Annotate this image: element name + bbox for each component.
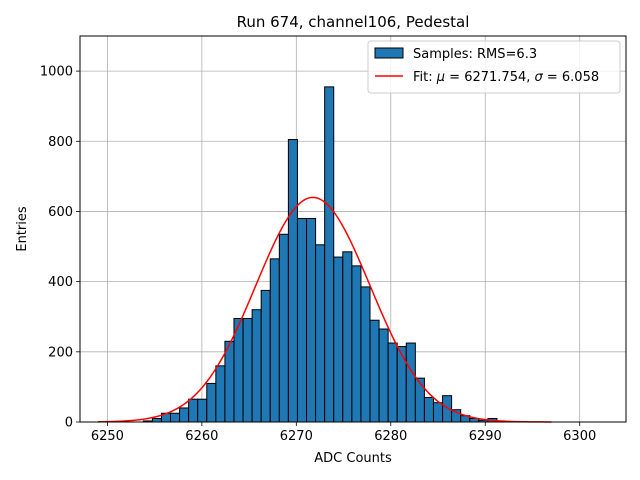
legend-fit-mu-symbol: μ (436, 70, 445, 85)
y-tick-label: 800 (48, 135, 73, 150)
y-tick-label: 200 (48, 345, 73, 360)
legend-box (367, 40, 621, 94)
fit-curve (97, 196, 552, 423)
histogram-bar (296, 217, 308, 423)
histogram-bar (333, 256, 344, 423)
legend-samples-label: Samples: RMS=6.3 (413, 47, 537, 62)
histogram-bar (242, 317, 253, 423)
histogram-bar (188, 398, 199, 423)
plot-frame (79, 35, 627, 423)
histogram-bar (315, 244, 326, 423)
x-axis-label: ADC Counts (314, 451, 392, 466)
y-tick-label: 600 (48, 205, 73, 220)
legend-fit-mu-value: = 6271.754, (445, 70, 534, 85)
histogram-bar (287, 139, 298, 423)
y-tick-label: 400 (48, 275, 73, 290)
legend-fit-sigma-symbol: σ (535, 70, 544, 85)
histogram-bar (378, 328, 389, 423)
histogram-bar (405, 342, 416, 423)
histogram-bar (306, 217, 317, 423)
x-tick-label: 6290 (469, 429, 502, 444)
y-axis-label: Entries (15, 206, 30, 252)
histogram-bar (206, 382, 217, 423)
chart-title: Run 674, channel106, Pedestal (237, 13, 470, 31)
histogram-bar (396, 346, 407, 423)
histogram-bar (260, 289, 271, 423)
histogram-bar (387, 342, 398, 423)
legend-fit-sigma-value: = 6.058 (543, 70, 599, 85)
histogram-bar (197, 398, 208, 423)
x-tick-label: 6250 (91, 429, 124, 444)
histogram-bar (432, 402, 444, 423)
y-tick-label: 1000 (40, 65, 73, 80)
legend-fit-label: Fit: μ = 6271.754, σ = 6.058 (413, 70, 599, 85)
x-tick-label: 6270 (280, 429, 313, 444)
histogram-bar (215, 365, 226, 423)
histogram-bar (224, 340, 235, 423)
x-tick-label: 6280 (374, 429, 407, 444)
legend-samples-swatch (374, 47, 404, 59)
histogram-bar (170, 412, 181, 423)
legend: Samples: RMS=6.3 Fit: μ = 6271.754, σ = … (367, 40, 621, 94)
legend-fit-prefix: Fit: (413, 70, 437, 85)
histogram-bar (351, 265, 362, 423)
histogram-bar (151, 417, 162, 423)
histogram-bars (142, 86, 498, 423)
histogram-bar (360, 286, 371, 423)
histogram-bar (423, 396, 434, 423)
histogram-bar (342, 251, 353, 423)
x-tick-label: 6300 (563, 429, 596, 444)
histogram-bar (324, 86, 335, 423)
x-tick-label: 6260 (185, 429, 218, 444)
histogram-bar (369, 319, 380, 423)
histogram-bar (251, 309, 262, 423)
y-axis-ticks: 0 200 400 600 800 1000 (40, 65, 80, 431)
x-axis-ticks: 6250 6260 6270 6280 6290 6300 (91, 422, 596, 444)
histogram-bar (179, 407, 190, 423)
histogram-bar (278, 233, 289, 423)
y-tick-label: 0 (65, 416, 73, 431)
histogram-bar (414, 377, 425, 423)
histogram-bar (269, 258, 280, 423)
